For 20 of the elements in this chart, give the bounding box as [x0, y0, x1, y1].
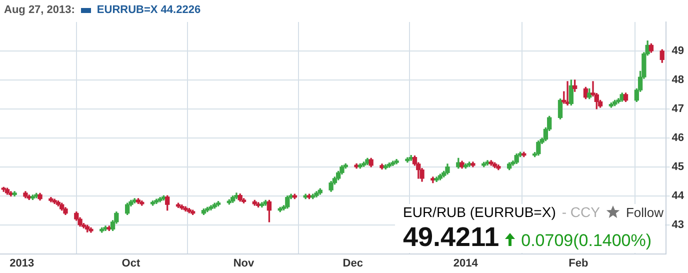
annotation: EUR/RUB (EURRUB=X)	[403, 204, 556, 220]
y-tick-label: 46	[672, 132, 684, 144]
y-tick-label: 43	[672, 218, 684, 231]
y-tick-label: 45	[672, 160, 684, 173]
annotation: 49.4211	[403, 222, 500, 253]
text: Aug 27, 2013:	[4, 4, 75, 16]
annotation: - CCY	[562, 204, 600, 220]
text: 0.0709(0.1400%)	[521, 231, 652, 250]
x-tick-label: Dec	[342, 257, 363, 270]
y-tick-label: 47	[672, 102, 684, 115]
x-tick-label: Feb	[568, 257, 589, 270]
text: EURRUB=X 44.2226	[96, 4, 201, 16]
x-tick-label: Oct	[122, 257, 140, 270]
x-tick-label: 2014	[453, 257, 479, 270]
annotation: Follow	[626, 204, 664, 220]
y-tick-label: 49	[672, 45, 684, 58]
y-tick-label: 44	[672, 190, 685, 202]
x-tick-label: 2013	[10, 257, 34, 270]
x-tick-label: Nov	[233, 257, 256, 270]
y-tick-label: 48	[672, 74, 684, 86]
